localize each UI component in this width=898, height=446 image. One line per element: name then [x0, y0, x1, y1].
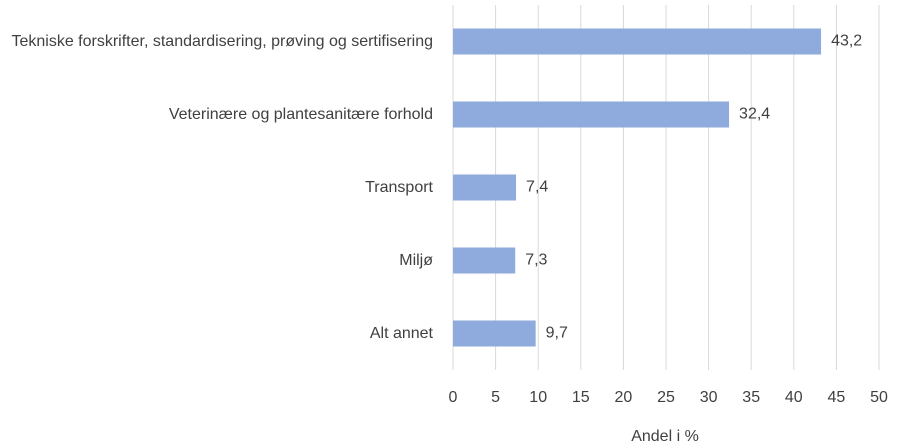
value-label: 9,7 [546, 325, 568, 342]
category-label-box: Miljø [0, 231, 433, 291]
value-label: 7,4 [526, 179, 548, 196]
x-tick-label: 35 [742, 389, 760, 406]
x-tick-label: 20 [615, 389, 633, 406]
bar [453, 247, 516, 274]
x-tick-label: 45 [828, 389, 846, 406]
x-tick-label: 40 [785, 389, 803, 406]
y-tick-label: Transport [365, 179, 433, 196]
y-tick-label: Veterinære og plantesanitære forhold [168, 106, 433, 123]
x-tick-label: 50 [870, 389, 888, 406]
category-label-box: Transport [0, 158, 433, 218]
bar [453, 101, 730, 128]
bar [453, 320, 536, 347]
category-label-box: Alt annet [0, 304, 433, 364]
x-tick-label: 5 [491, 389, 500, 406]
x-tick-label: 15 [572, 389, 590, 406]
x-tick-label: 30 [700, 389, 718, 406]
y-tick-label: Tekniske forskrifter, standardisering, p… [11, 33, 433, 50]
x-axis-title: Andel i % [631, 428, 699, 445]
x-tick-label: 0 [449, 389, 458, 406]
value-label: 7,3 [525, 252, 547, 269]
y-tick-label: Alt annet [369, 325, 433, 342]
bar [453, 28, 822, 55]
x-tick-label: 10 [529, 389, 547, 406]
category-label-box: Veterinære og plantesanitære forhold [0, 85, 433, 145]
value-label: 32,4 [739, 106, 770, 123]
value-label: 43,2 [831, 33, 862, 50]
bar [453, 174, 517, 201]
x-tick-label: 25 [657, 389, 675, 406]
y-tick-label: Miljø [399, 252, 433, 269]
category-label-box: Tekniske forskrifter, standardisering, p… [0, 12, 433, 72]
